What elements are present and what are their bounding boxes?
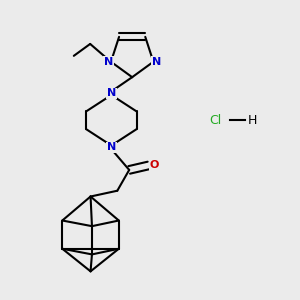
Text: Cl: Cl — [209, 114, 221, 127]
Text: N: N — [104, 57, 113, 67]
Text: N: N — [152, 57, 161, 67]
Text: N: N — [107, 142, 116, 152]
Text: O: O — [150, 160, 159, 170]
Text: H: H — [248, 114, 257, 127]
Text: N: N — [107, 88, 116, 98]
